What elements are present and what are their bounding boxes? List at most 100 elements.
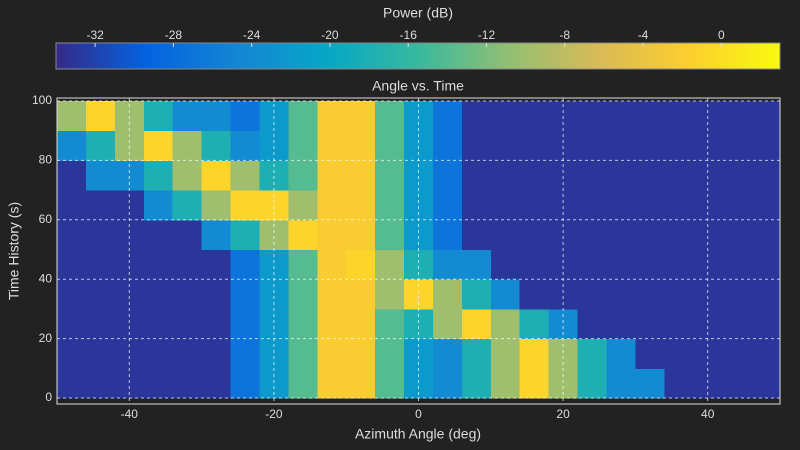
- heat-cell: [722, 130, 752, 161]
- heat-cell: [317, 219, 347, 251]
- heat-cell: [375, 279, 405, 310]
- heat-cell: [172, 160, 203, 191]
- heat-cell: [490, 279, 521, 310]
- heat-cell: [288, 308, 318, 340]
- colorbar-tick-label: -8: [559, 28, 570, 42]
- heat-cell: [57, 100, 87, 132]
- heat-cell: [461, 338, 492, 369]
- heat-cell: [490, 190, 521, 221]
- heat-cell: [432, 279, 463, 310]
- heat-cell: [751, 130, 781, 161]
- heat-cell: [461, 160, 492, 191]
- heat-cell: [346, 190, 376, 221]
- heat-cell: [490, 219, 521, 251]
- heat-cell: [664, 249, 694, 280]
- heat-cell: [432, 130, 463, 161]
- heat-cell: [230, 338, 260, 369]
- heat-cell: [143, 249, 174, 280]
- heat-cell: [346, 279, 376, 310]
- heat-cell: [230, 130, 260, 161]
- heat-cell: [577, 368, 607, 399]
- heat-cell: [230, 160, 260, 191]
- y-axis-label: Time History (s): [6, 202, 22, 300]
- heat-cell: [375, 160, 405, 191]
- heat-cell: [201, 190, 232, 221]
- heat-cell: [635, 368, 665, 399]
- heat-cell: [664, 308, 694, 340]
- heat-cell: [317, 190, 347, 221]
- heat-cell: [230, 368, 260, 399]
- heat-cell: [664, 338, 694, 369]
- heat-cell: [722, 368, 752, 399]
- heat-cell: [57, 219, 87, 251]
- heat-cell: [346, 160, 376, 191]
- heat-cell: [722, 100, 752, 132]
- heat-cell: [751, 308, 781, 340]
- colorbar-tick-label: -28: [165, 28, 183, 42]
- heat-cell: [490, 338, 521, 369]
- heat-cell: [143, 279, 174, 310]
- heat-cell: [432, 190, 463, 221]
- heat-cell: [490, 160, 521, 191]
- heat-cell: [346, 219, 376, 251]
- heat-cell: [635, 279, 665, 310]
- heat-cell: [143, 368, 174, 399]
- heat-cell: [57, 160, 87, 191]
- heat-cell: [577, 308, 607, 340]
- heat-cell: [490, 308, 521, 340]
- heat-cell: [751, 190, 781, 221]
- y-tick-label: 100: [32, 93, 52, 107]
- heat-cell: [317, 160, 347, 191]
- colorbar-tick-label: -32: [86, 28, 104, 42]
- heat-cell: [635, 190, 665, 221]
- heat-cell: [490, 100, 521, 132]
- heat-cell: [346, 308, 376, 340]
- heat-cell: [375, 130, 405, 161]
- heat-cell: [519, 100, 550, 132]
- heat-cell: [317, 130, 347, 161]
- heat-cell: [172, 100, 203, 132]
- heat-cell: [57, 190, 87, 221]
- heat-cell: [230, 190, 260, 221]
- heat-cell: [606, 308, 636, 340]
- heat-cell: [143, 100, 174, 132]
- heat-cell: [461, 219, 492, 251]
- heat-cell: [722, 190, 752, 221]
- x-tick-label: 40: [701, 407, 715, 421]
- heat-cell: [346, 130, 376, 161]
- heat-cell: [85, 130, 116, 161]
- heat-cell: [577, 249, 607, 280]
- heat-cell: [432, 338, 463, 369]
- heat-cell: [519, 338, 550, 369]
- heat-cell: [57, 130, 87, 161]
- heat-cell: [288, 190, 318, 221]
- heat-cell: [57, 338, 87, 369]
- heat-cell: [577, 130, 607, 161]
- heat-cell: [751, 338, 781, 369]
- heat-cell: [519, 249, 550, 280]
- heat-cell: [751, 368, 781, 399]
- heat-cell: [57, 308, 87, 340]
- heat-cell: [288, 338, 318, 369]
- heat-cell: [635, 100, 665, 132]
- heat-cell: [143, 190, 174, 221]
- heat-cell: [751, 279, 781, 310]
- heat-cell: [143, 219, 174, 251]
- heat-cell: [577, 219, 607, 251]
- heat-cell: [172, 279, 203, 310]
- heat-cell: [201, 338, 232, 369]
- heat-cell: [461, 249, 492, 280]
- heat-cell: [57, 368, 87, 399]
- heat-cell: [143, 308, 174, 340]
- heat-cell: [664, 100, 694, 132]
- heat-cell: [288, 100, 318, 132]
- heat-cell: [461, 279, 492, 310]
- heat-cell: [664, 279, 694, 310]
- heat-cell: [172, 368, 203, 399]
- heat-cell: [172, 308, 203, 340]
- heat-cell: [519, 219, 550, 251]
- y-tick-label: 20: [39, 331, 53, 345]
- heat-cell: [375, 338, 405, 369]
- heat-cell: [664, 219, 694, 251]
- heat-cell: [635, 219, 665, 251]
